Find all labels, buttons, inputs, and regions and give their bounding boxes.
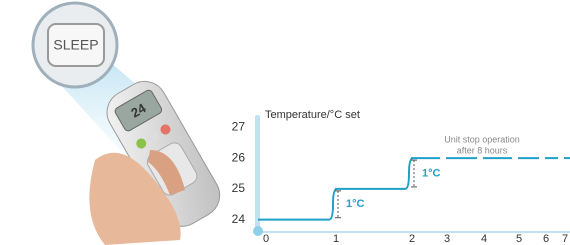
delta-label: 1°C (422, 167, 441, 179)
x-tick-label: 2 (409, 233, 415, 245)
annotation: Unit stop operation (444, 134, 520, 144)
remote-photo: 24 SLEEP (33, 3, 228, 245)
x-tick-label: 6 (543, 233, 549, 245)
annotation: after 8 hours (457, 145, 508, 155)
x-tick-label: 7 (562, 233, 568, 245)
sleep-button-label: SLEEP (53, 37, 98, 53)
axis-origin (253, 226, 263, 236)
page: 24 SLEEP Temperature/°C set Unit stop op… (0, 0, 570, 245)
x-tick-label: 1 (333, 233, 339, 245)
y-axis (255, 115, 260, 228)
step-riser (329, 189, 337, 220)
y-tick-label: 24 (232, 212, 246, 226)
x-tick-label: 0 (263, 233, 269, 245)
y-tick-label: 25 (232, 181, 246, 195)
step-riser (405, 158, 413, 189)
x-tick-label: 4 (481, 233, 487, 245)
delta-label: 1°C (346, 198, 365, 210)
y-tick-label: 26 (232, 150, 246, 164)
x-tick-label: 3 (444, 233, 450, 245)
chart: 24 SLEEP Temperature/°C set Unit stop op… (0, 0, 570, 245)
y-axis-label: Temperature/°C set (265, 109, 360, 121)
y-tick-label: 27 (232, 119, 246, 133)
x-tick-label: 5 (516, 233, 522, 245)
